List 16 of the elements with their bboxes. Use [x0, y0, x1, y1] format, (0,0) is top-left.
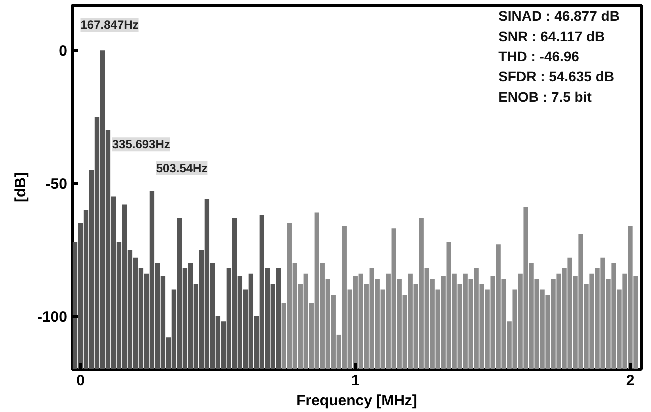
- annotation: SNR : 64.117 dB: [498, 28, 606, 44]
- x-axis-title: Frequency [MHz]: [296, 392, 418, 410]
- annotation: SINAD : 46.877 dB: [498, 8, 620, 24]
- y-tick-label: -100: [37, 308, 68, 326]
- y-tick-label: -50: [46, 176, 68, 194]
- annotation: 335.693Hz: [112, 138, 170, 152]
- y-tick-label: 0: [59, 43, 68, 60]
- y-axis-title: [dB]: [12, 172, 30, 202]
- annotation: SFDR : 54.635 dB: [498, 68, 614, 85]
- x-tick-label: 0: [76, 372, 85, 390]
- x-tick-label: 1: [351, 372, 360, 390]
- annotation: ENOB : 7.5 bit: [498, 88, 592, 105]
- annotation: 503.54Hz: [156, 162, 208, 176]
- x-tick-label: 2: [626, 372, 635, 390]
- annotation: THD : -46.96: [498, 48, 580, 64]
- annotation: 167.847Hz: [80, 18, 139, 32]
